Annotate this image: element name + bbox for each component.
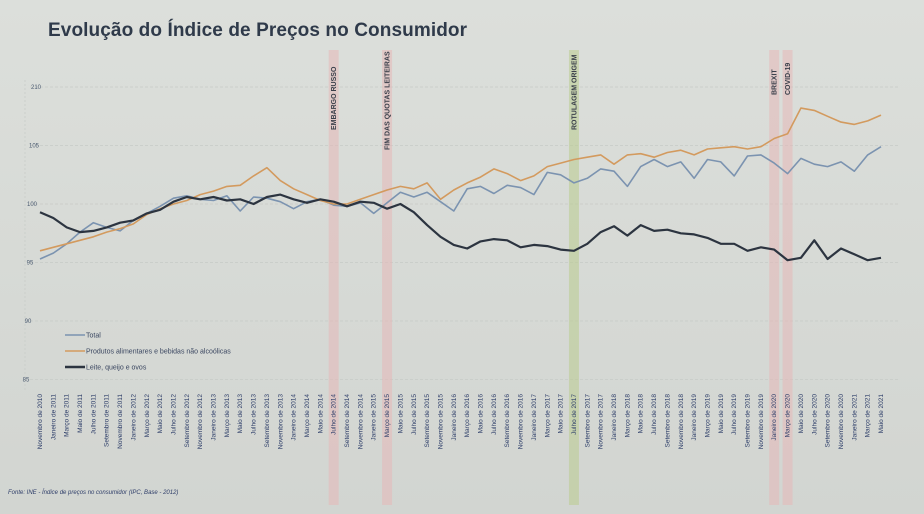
x-axis: Novembro de 2010 Janeiro de 2011 Março de … xyxy=(37,394,885,450)
x-tick-label: Janeiro de 2013 xyxy=(211,394,218,441)
event-band xyxy=(568,50,579,505)
x-tick-label: Maio de 2018 xyxy=(638,394,645,434)
source-note: Fonte: INE - Índice de preços no consumi… xyxy=(8,490,179,496)
x-tick-label: Setembro de 2013 xyxy=(264,394,271,448)
x-tick-label: Setembro de 2011 xyxy=(104,394,111,447)
x-tick-label: Março de 2021 xyxy=(865,394,872,438)
x-tick-label: Janeiro de 2018 xyxy=(611,394,618,441)
x-tick-label: Novembro de 2015 xyxy=(437,394,444,450)
x-tick-label: Março de 2020 xyxy=(785,394,792,438)
event-band xyxy=(328,50,339,505)
x-tick-label: Julho de 2019 xyxy=(731,394,738,435)
legend: Total Produtos alimentares e bebidas não … xyxy=(65,333,231,372)
x-tick-label: Janeiro de 2015 xyxy=(371,394,378,441)
event-bands: EMBARGO RUSSO FIM DAS QUOTAS LEITEIRAS ROT… xyxy=(328,50,793,505)
series-line xyxy=(39,146,882,260)
legend-label: Total xyxy=(86,333,101,340)
grid-lines xyxy=(24,80,900,390)
event-label: FIM DAS QUOTAS LEITEIRAS xyxy=(385,51,392,150)
x-tick-label: Maio de 2017 xyxy=(558,394,565,434)
x-tick-label: Março de 2014 xyxy=(304,394,311,438)
x-tick-label: Setembro de 2012 xyxy=(184,394,191,448)
chart-title: Evolução do Índice de Preços no Consumid… xyxy=(48,20,468,41)
x-tick-label: Março de 2011 xyxy=(64,394,71,437)
x-tick-label: Julho de 2020 xyxy=(811,394,818,435)
x-tick-label: Março de 2013 xyxy=(224,394,231,438)
series-line xyxy=(39,193,882,262)
x-tick-label: Julho de 2017 xyxy=(571,394,578,435)
x-tick-label: Novembro de 2020 xyxy=(838,394,845,450)
x-tick-label: Maio de 2014 xyxy=(317,394,324,434)
x-tick-label: Setembro de 2016 xyxy=(504,394,511,448)
x-tick-label: Julho de 2013 xyxy=(251,394,258,435)
x-tick-label: Janeiro de 2011 xyxy=(50,394,57,441)
x-tick-label: Novembro de 2010 xyxy=(37,394,44,450)
x-tick-label: Maio de 2020 xyxy=(798,394,805,434)
event-label: EMBARGO RUSSO xyxy=(331,66,338,130)
event-label: BREXIT xyxy=(772,69,779,95)
x-tick-label: Janeiro de 2012 xyxy=(130,394,137,441)
y-tick-label: 85 xyxy=(23,378,30,384)
x-tick-label: Maio de 2012 xyxy=(157,394,164,434)
x-tick-label: Novembro de 2011 xyxy=(117,394,124,449)
x-tick-label: Novembro de 2017 xyxy=(598,394,605,450)
x-tick-label: Maio de 2013 xyxy=(237,394,244,434)
x-tick-label: Maio de 2019 xyxy=(718,394,725,434)
x-tick-label: Setembro de 2020 xyxy=(825,394,832,448)
x-tick-label: Janeiro de 2019 xyxy=(691,394,698,441)
x-tick-label: Março de 2018 xyxy=(624,394,631,438)
x-tick-label: Janeiro de 2014 xyxy=(291,394,298,441)
x-tick-label: Novembro de 2019 xyxy=(758,394,765,450)
x-tick-label: Janeiro de 2017 xyxy=(531,394,538,441)
x-tick-label: Setembro de 2017 xyxy=(584,394,591,448)
x-tick-label: Maio de 2016 xyxy=(478,394,485,434)
x-tick-label: Maio de 2011 xyxy=(77,394,84,433)
y-tick-label: 95 xyxy=(27,261,34,267)
x-tick-label: Janeiro de 2016 xyxy=(451,394,458,441)
legend-label: Leite, queijo e ovos xyxy=(86,365,147,372)
x-tick-label: Setembro de 2015 xyxy=(424,394,431,448)
event-band xyxy=(382,50,393,505)
event-band xyxy=(782,50,793,505)
x-tick-label: Setembro de 2014 xyxy=(344,394,351,448)
x-tick-label: Setembro de 2019 xyxy=(745,394,752,448)
x-tick-label: Maio de 2021 xyxy=(878,394,885,434)
series-line xyxy=(39,107,882,252)
x-tick-label: Julho de 2011 xyxy=(90,394,97,435)
x-tick-label: Janeiro de 2021 xyxy=(851,394,858,441)
x-tick-label: Março de 2019 xyxy=(704,394,711,438)
y-tick-label: 105 xyxy=(29,144,40,150)
event-label: ROTULAGEM ORIGEM xyxy=(571,54,578,130)
x-tick-label: Julho de 2015 xyxy=(411,394,418,435)
x-tick-label: Novembro de 2012 xyxy=(197,394,204,450)
x-tick-label: Novembro de 2018 xyxy=(678,394,685,450)
x-tick-label: Março de 2015 xyxy=(384,394,391,438)
y-tick-label: 210 xyxy=(31,85,42,91)
y-tick-label: 100 xyxy=(27,202,38,208)
x-tick-label: Julho de 2016 xyxy=(491,394,498,435)
x-tick-label: Novembro de 2013 xyxy=(277,394,284,450)
event-label: COVID-19 xyxy=(785,63,792,95)
x-tick-label: Novembro de 2014 xyxy=(357,394,364,450)
legend-label: Produtos alimentares e bebidas não alcoó… xyxy=(86,349,231,356)
x-tick-label: Março de 2016 xyxy=(464,394,471,438)
x-tick-label: Março de 2012 xyxy=(144,394,151,438)
y-tick-label: 90 xyxy=(25,319,32,325)
x-tick-label: Julho de 2012 xyxy=(170,394,177,435)
series-lines xyxy=(39,107,882,262)
event-band xyxy=(769,50,780,505)
x-tick-label: Julho de 2018 xyxy=(651,394,658,435)
x-tick-label: Novembro de 2016 xyxy=(518,394,525,450)
x-tick-label: Maio de 2015 xyxy=(397,394,404,434)
x-tick-label: Julho de 2014 xyxy=(331,394,338,435)
x-tick-label: Setembro de 2018 xyxy=(664,394,671,448)
y-axis: 210 105 100 95 90 85 xyxy=(23,85,42,384)
x-tick-label: Janeiro de 2020 xyxy=(771,394,778,441)
x-tick-label: Março de 2017 xyxy=(544,394,551,438)
